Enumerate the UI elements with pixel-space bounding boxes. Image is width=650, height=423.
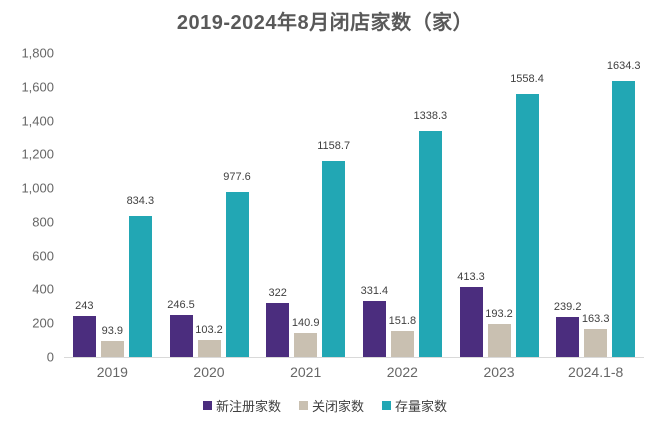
bar-新注册家数-2019: 243 (72, 300, 96, 357)
legend-item-新注册家数: 新注册家数 (202, 396, 281, 415)
bar-group-2020: 246.5 103.2 977.6 (161, 53, 258, 357)
plot-area: 243 93.9 834.3 246.5 103.2 977.6 322 140.9 1158.… (64, 53, 644, 358)
data-label: 246.5 (167, 299, 195, 312)
data-label: 331.4 (360, 285, 389, 298)
data-label: 103.2 (195, 323, 223, 336)
bar-关闭家数-2024.1-8: 163.3 (582, 313, 609, 357)
data-label: 1634.3 (606, 60, 641, 72)
legend: 新注册家数 关闭家数 存量家数 (0, 396, 650, 415)
bar-group-2019: 243 93.9 834.3 (64, 53, 161, 357)
y-axis-tick-label: 1,000 (21, 180, 54, 196)
bar-存量家数-2020: 977.6 (223, 171, 251, 357)
chart-title: 2019-2024年8月闭店家数（家） (176, 12, 474, 34)
x-axis-label: 2021 (290, 364, 322, 380)
bar-group-2021: 322 140.9 1158.7 (257, 53, 354, 357)
bar-新注册家数-2020: 246.5 (167, 299, 195, 357)
bar-存量家数-2019: 834.3 (127, 195, 154, 357)
y-axis-tick-label: 600 (32, 248, 54, 264)
bar-存量家数-2023: 1558.4 (510, 73, 544, 357)
bar-关闭家数-2021: 140.9 (292, 317, 319, 357)
x-axis-label: 2023 (483, 364, 515, 380)
data-label: 322 (268, 286, 287, 299)
bar-关闭家数-2023: 193.2 (485, 308, 513, 357)
x-axis-label: 2020 (193, 364, 225, 380)
data-label: 239.2 (553, 300, 582, 313)
data-label: 834.3 (126, 195, 155, 208)
data-label: 151.8 (388, 315, 417, 328)
data-label: 193.2 (485, 308, 513, 321)
bar-新注册家数-2022: 331.4 (361, 285, 388, 357)
legend-swatch-icon (202, 401, 212, 410)
bar-group-2024.1-8: 239.2 163.3 1634.3 (547, 53, 644, 357)
bar-存量家数-2022: 1338.3 (414, 110, 447, 357)
data-label: 1558.4 (510, 72, 544, 85)
y-axis-tick-label: 1,400 (21, 113, 54, 129)
bar-存量家数-2021: 1158.7 (317, 140, 350, 357)
data-label: 140.9 (291, 317, 320, 330)
y-axis-tick-label: 200 (32, 315, 54, 331)
x-axis-label: 2022 (386, 364, 418, 380)
y-axis-tick-label: 800 (32, 214, 54, 230)
y-axis-tick-label: 400 (32, 281, 54, 297)
bar-关闭家数-2022: 151.8 (389, 315, 416, 357)
bar-存量家数-2024.1-8: 1634.3 (607, 60, 641, 357)
data-label: 1158.7 (317, 140, 351, 153)
legend-swatch-icon (298, 401, 308, 410)
bar-新注册家数-2021: 322 (266, 287, 290, 357)
legend-label: 新注册家数 (215, 399, 281, 414)
x-axis: 2019 2020 2021 2022 2023 2024.1-8 (64, 364, 644, 380)
bar-新注册家数-2024.1-8: 239.2 (554, 301, 581, 357)
y-axis-tick-label: 0 (46, 349, 54, 365)
y-axis-tick-label: 1,600 (21, 79, 54, 95)
y-axis-tick-label: 1,200 (21, 146, 54, 162)
bar-group-2023: 413.3 193.2 1558.4 (451, 53, 548, 357)
y-axis: 0 200 400 600 800 1,000 1,200 1,400 1,600 1,800 (0, 46, 54, 365)
legend-item-关闭家数: 关闭家数 (298, 396, 364, 415)
data-label: 1338.3 (413, 109, 448, 122)
bar-关闭家数-2019: 93.9 (100, 325, 124, 357)
data-label: 243 (75, 299, 94, 312)
legend-swatch-icon (382, 401, 391, 410)
data-label: 413.3 (457, 271, 485, 284)
data-label: 93.9 (101, 325, 124, 338)
legend-label: 关闭家数 (311, 399, 364, 414)
bar-新注册家数-2023: 413.3 (457, 271, 485, 357)
data-label: 977.6 (223, 170, 251, 183)
legend-label: 存量家数 (395, 399, 448, 414)
bar-group-2022: 331.4 151.8 1338.3 (354, 53, 451, 357)
x-axis-label: 2024.1-8 (568, 364, 624, 380)
x-axis-label: 2019 (96, 364, 128, 380)
legend-item-存量家数: 存量家数 (382, 396, 447, 415)
bar-关闭家数-2020: 103.2 (195, 324, 223, 357)
data-label: 163.3 (581, 313, 610, 326)
y-axis-tick-label: 1,800 (21, 45, 54, 61)
